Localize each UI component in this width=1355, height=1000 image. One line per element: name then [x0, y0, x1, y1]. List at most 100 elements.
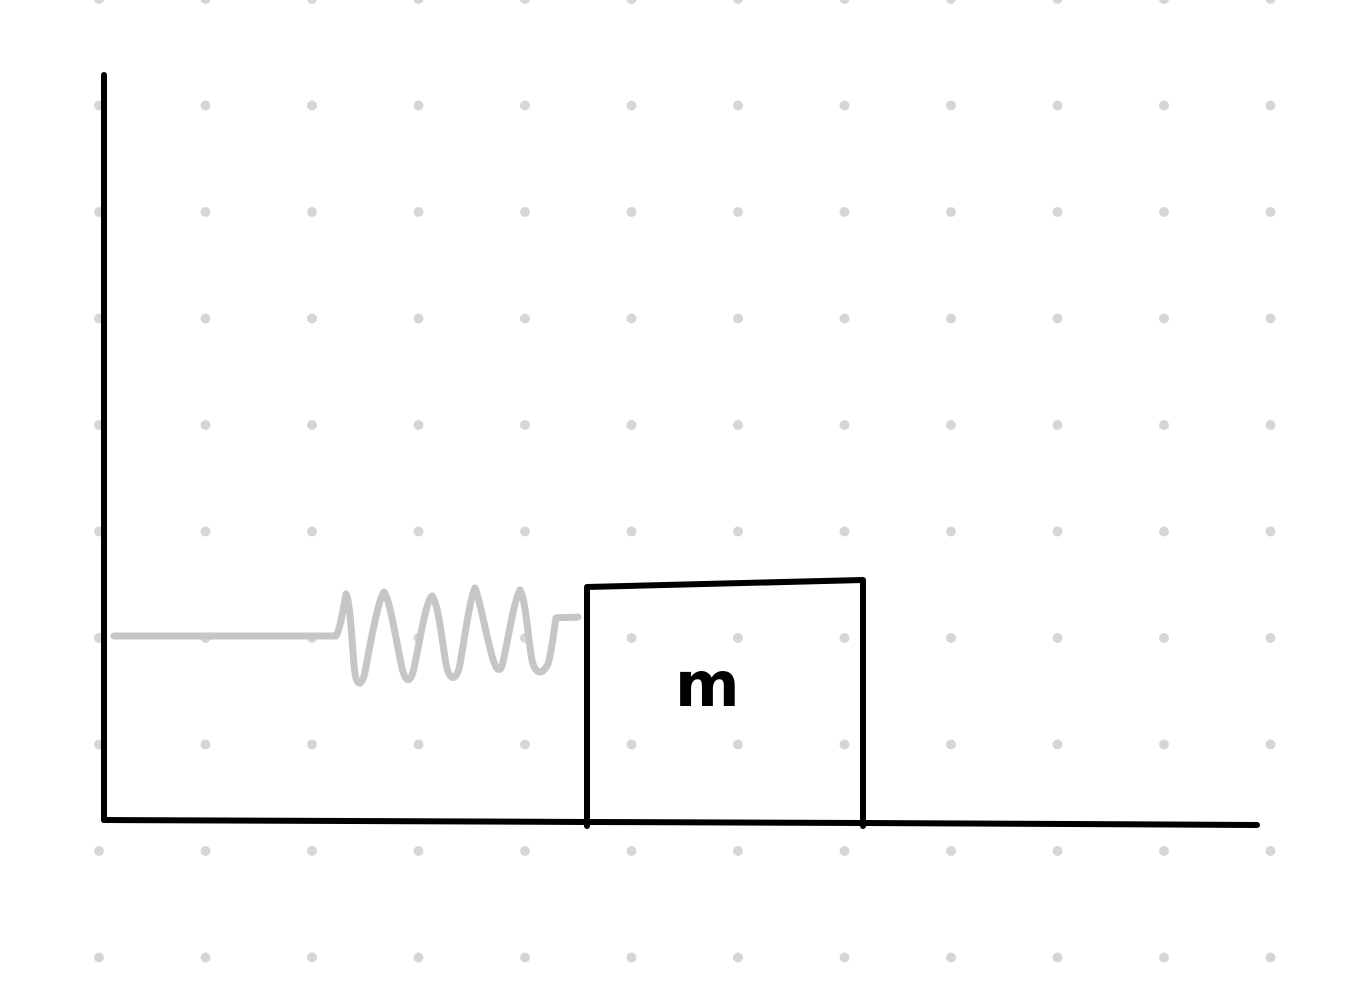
grid-dot — [1159, 633, 1169, 643]
grid-dot — [1052, 846, 1063, 856]
grid-dot — [946, 313, 956, 324]
grid-dot — [839, 0, 850, 4]
grid-dot — [1265, 207, 1276, 217]
grid-dot — [413, 0, 424, 4]
grid-dot — [626, 313, 637, 324]
grid-dot — [1265, 420, 1276, 430]
grid-dot — [1265, 952, 1276, 963]
grid-dot — [1052, 952, 1063, 963]
grid-dot — [200, 313, 211, 324]
grid-dot — [520, 100, 530, 111]
grid-dot — [1265, 846, 1276, 856]
grid-dot — [1265, 0, 1276, 4]
grid-dot — [946, 420, 956, 430]
grid-dot — [200, 846, 211, 856]
grid-dot — [626, 952, 637, 963]
dot-grid-background — [94, 0, 1276, 963]
grid-dot — [307, 420, 317, 430]
grid-dot — [307, 952, 317, 963]
grid-dot — [946, 526, 956, 537]
grid-dot — [1052, 526, 1063, 537]
grid-dot — [1159, 313, 1169, 324]
grid-dot — [839, 739, 850, 750]
grid-dot — [307, 526, 317, 537]
grid-dot — [1052, 420, 1063, 430]
grid-dot — [839, 100, 850, 111]
grid-dot — [733, 526, 743, 537]
grid-dot — [200, 0, 211, 4]
grid-dot — [733, 313, 743, 324]
grid-dot — [626, 0, 637, 4]
grid-dot — [1159, 420, 1169, 430]
grid-dot — [413, 313, 424, 324]
grid-dot — [626, 420, 637, 430]
grid-dot — [520, 526, 530, 537]
grid-dot — [733, 739, 743, 750]
grid-dot — [94, 0, 104, 4]
grid-dot — [200, 952, 211, 963]
grid-dot — [1159, 0, 1169, 4]
grid-dot — [520, 0, 530, 4]
grid-dot — [946, 952, 956, 963]
grid-dot — [307, 739, 317, 750]
grid-dot — [1159, 952, 1169, 963]
grid-dot — [839, 952, 850, 963]
grid-dot — [413, 526, 424, 537]
grid-dot — [1265, 526, 1276, 537]
grid-dot — [626, 633, 637, 643]
grid-dot — [307, 846, 317, 856]
grid-dot — [1159, 526, 1169, 537]
grid-dot — [839, 633, 850, 643]
grid-dot — [307, 100, 317, 111]
grid-dot — [413, 952, 424, 963]
grid-dot — [839, 526, 850, 537]
grid-dot — [946, 207, 956, 217]
grid-dot — [733, 952, 743, 963]
grid-dot — [413, 420, 424, 430]
grid-dot — [946, 0, 956, 4]
grid-dot — [1052, 207, 1063, 217]
grid-dot — [946, 100, 956, 111]
grid-dot — [200, 526, 211, 537]
grid-dot — [94, 952, 104, 963]
grid-dot — [626, 846, 637, 856]
grid-dot — [733, 846, 743, 856]
grid-dot — [413, 846, 424, 856]
grid-dot — [626, 207, 637, 217]
grid-dot — [626, 526, 637, 537]
grid-dot — [839, 207, 850, 217]
grid-dot — [1159, 207, 1169, 217]
grid-dot — [413, 100, 424, 111]
grid-dot — [733, 207, 743, 217]
mass-block — [584, 577, 866, 829]
grid-dot — [1159, 739, 1169, 750]
grid-dot — [946, 739, 956, 750]
grid-dot — [733, 420, 743, 430]
grid-dot — [1159, 100, 1169, 111]
grid-dot — [520, 313, 530, 324]
grid-dot — [307, 207, 317, 217]
grid-dot — [200, 207, 211, 217]
mass-label: m — [675, 648, 740, 721]
grid-dot — [520, 739, 530, 750]
grid-dot — [1265, 313, 1276, 324]
grid-dot — [1052, 313, 1063, 324]
grid-dot — [520, 952, 530, 963]
grid-dot — [307, 0, 317, 4]
grid-dot — [946, 633, 956, 643]
grid-dot — [413, 207, 424, 217]
grid-dot — [94, 846, 104, 856]
grid-dot — [1052, 0, 1063, 4]
grid-dot — [1265, 739, 1276, 750]
grid-dot — [200, 100, 211, 111]
grid-dot — [946, 846, 956, 856]
grid-dot — [413, 739, 424, 750]
grid-dot — [200, 420, 211, 430]
grid-dot — [839, 313, 850, 324]
grid-dot — [839, 846, 850, 856]
grid-dot — [1052, 739, 1063, 750]
grid-dot — [1265, 633, 1276, 643]
grid-dot — [520, 207, 530, 217]
